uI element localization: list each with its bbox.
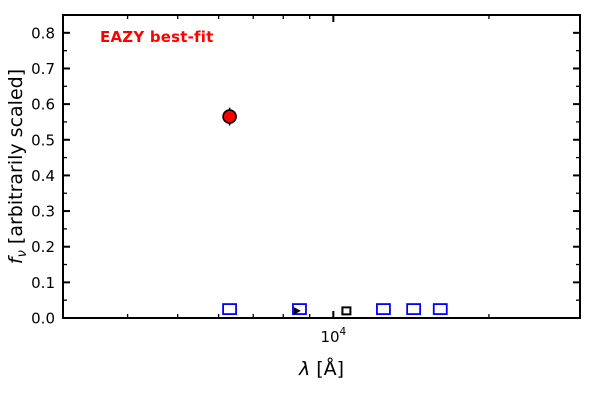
data-point-open-square (432, 303, 448, 315)
data-point-circle (222, 109, 237, 124)
axis-ticks (63, 15, 580, 319)
data-point-open-square (406, 303, 422, 315)
y-tick-label: 0.0 (31, 310, 55, 328)
y-axis-label: fν [arbitrarily scaled] (5, 69, 30, 264)
x-tick-label: 104 (320, 326, 346, 346)
data-point-open-square (292, 303, 307, 315)
y-tick-label: 0.6 (31, 96, 55, 114)
y-tick-labels: 0.0 0.1 0.2 0.3 0.4 0.5 0.6 0.7 0.8 (31, 24, 55, 327)
y-tick-label: 0.5 (31, 131, 55, 149)
series-circle (222, 107, 237, 126)
x-axis-label: λ [Å] (298, 357, 344, 380)
y-tick-label: 0.4 (31, 167, 55, 185)
data-point-open-square (376, 303, 391, 315)
y-tick-label: 0.7 (31, 60, 55, 78)
series-open-square (222, 303, 448, 315)
y-tick-label: 0.8 (31, 24, 55, 42)
series-open-square-small (341, 306, 352, 316)
data-point-open-square (222, 303, 237, 315)
data-point-triangle (293, 307, 301, 315)
annotation-eazy-best-fit: EAZY best-fit (100, 28, 214, 46)
series-triangle-right (293, 307, 301, 315)
data-point-small-square (341, 306, 352, 316)
plot-frame (62, 14, 581, 319)
y-tick-label: 0.3 (31, 203, 55, 221)
y-tick-label: 0.2 (31, 238, 55, 256)
y-tick-label: 0.1 (31, 274, 55, 292)
